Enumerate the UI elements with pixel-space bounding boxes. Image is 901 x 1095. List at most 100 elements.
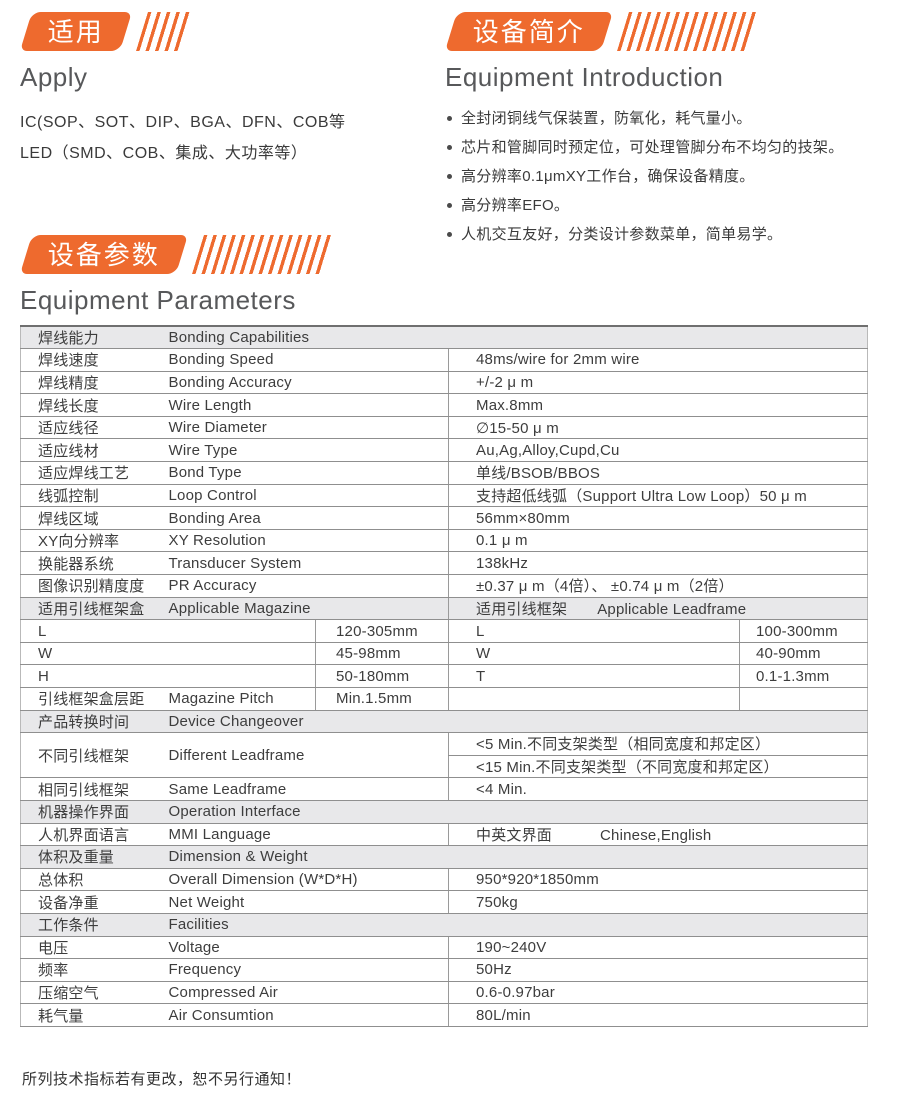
param-label-zh: 耗气量: [20, 1003, 168, 1027]
section-header-right: 适用引线框架 Applicable Leadframe: [447, 597, 868, 621]
param-label-zh: 人机界面语言: [20, 823, 168, 847]
dimension-value: 50-180mm: [315, 664, 449, 688]
footer-note: 所列技术指标若有更改，恕不另行通知！: [22, 1071, 302, 1088]
table-row: 产品转换时间 Device Changeover: [20, 710, 868, 734]
table-row: 电压 Voltage 190~240V: [20, 936, 868, 960]
param-value: <5 Min.不同支架类型（相同宽度和邦定区）: [447, 732, 868, 756]
table-row: 适应焊线工艺 Bond Type 单线/BSOB/BBOS: [20, 461, 868, 485]
table-row: 焊线能力 Bonding Capabilities: [20, 326, 868, 350]
diagonal-stripes-icon: [617, 12, 757, 51]
list-item: 全封闭铜线气保装置，防氧化，耗气量小。: [445, 109, 895, 129]
param-value: 750kg: [447, 890, 868, 914]
table-row: 机器操作界面 Operation Interface: [20, 800, 868, 824]
table-row: 焊线精度 Bonding Accuracy +/-2 μ m: [20, 371, 868, 395]
section-header-en: Applicable Magazine: [167, 597, 449, 621]
param-label-en: XY Resolution: [167, 529, 449, 553]
bullet-icon: [447, 116, 452, 121]
intro-badge-label: 设备简介: [472, 16, 585, 47]
param-value: 中英文界面 Chinese,English: [447, 823, 868, 847]
dimension-label: H: [20, 664, 316, 688]
param-label-en: Overall Dimension (W*D*H): [167, 868, 449, 892]
section-header-zh: 工作条件: [20, 913, 168, 937]
param-label-zh: 适应线材: [20, 438, 168, 463]
table-row: 不同引线框架 Different Leadframe <5 Min.不同支架类型（相…: [20, 732, 868, 779]
bullet-icon: [447, 203, 452, 208]
intro-section: 设备简介 Equipment Introduction 全封闭铜线气保装置，防氧…: [445, 12, 895, 254]
param-label-en: Net Weight: [167, 890, 449, 914]
param-value: <4 Min.: [447, 777, 868, 801]
param-label-en: PR Accuracy: [167, 574, 449, 598]
param-label-en: Bonding Speed: [167, 348, 449, 372]
param-label-en: Same Leadframe: [167, 777, 449, 801]
table-row: 适用引线框架盒 Applicable Magazine 适用引线框架 Applicab…: [20, 597, 868, 621]
param-label-en: Loop Control: [167, 484, 449, 508]
parameters-table: 焊线能力 Bonding Capabilities 焊线速度 Bonding Spee…: [20, 325, 869, 1027]
param-label-zh: 总体积: [20, 868, 168, 892]
table-row: 总体积 Overall Dimension (W*D*H) 950*920*1850…: [20, 868, 868, 892]
section-header-en: Operation Interface: [167, 800, 868, 824]
table-row: 压缩空气 Compressed Air 0.6-0.97bar: [20, 981, 868, 1005]
list-item: 人机交互友好，分类设计参数菜单，简单易学。: [445, 225, 895, 245]
bullet-icon: [447, 232, 452, 237]
table-row: 焊线速度 Bonding Speed 48ms/wire for 2mm wire: [20, 348, 868, 372]
section-header-zh: 体积及重量: [20, 845, 168, 869]
param-label-en: Different Leadframe: [167, 732, 449, 779]
param-label-zh: 电压: [20, 936, 168, 960]
param-value: Min.1.5mm: [315, 687, 449, 711]
intro-title: Equipment Introduction: [445, 62, 724, 92]
param-label-zh: 适应焊线工艺: [20, 461, 168, 485]
section-header-zh: 适用引线框架盒: [20, 597, 168, 621]
param-value: 80L/min: [447, 1003, 868, 1027]
param-value: 138kHz: [447, 551, 868, 576]
bullet-text: 全封闭铜线气保装置，防氧化，耗气量小。: [461, 110, 752, 127]
table-row: XY向分辨率 XY Resolution 0.1 μ m: [20, 529, 868, 553]
table-row: 换能器系统 Transducer System 138kHz: [20, 551, 868, 576]
section-header-en: Applicable Leadframe: [597, 600, 747, 618]
table-row: W 45-98mm W 40-90mm: [20, 642, 868, 666]
table-row: 图像识别精度度 PR Accuracy ±0.37 μ m（4倍）、 ±0.74 μ…: [20, 574, 868, 598]
apply-line: LED（SMD、COB、集成、大功率等）: [20, 145, 308, 162]
apply-line: IC(SOP、SOT、DIP、BGA、DFN、COB等: [20, 114, 346, 131]
params-badge-label: 设备参数: [47, 239, 160, 270]
table-row: 焊线长度 Wire Length Max.8mm: [20, 393, 868, 417]
param-label-zh: 图像识别精度度: [20, 574, 168, 598]
param-label-zh: 换能器系统: [20, 551, 168, 576]
section-header-en: Device Changeover: [167, 710, 868, 734]
apply-badge-shape: 适用: [20, 12, 132, 51]
param-label-zh: XY向分辨率: [20, 529, 168, 553]
apply-badge-label: 适用: [47, 16, 104, 47]
dimension-label: L: [448, 619, 740, 643]
dimension-label: W: [20, 642, 316, 666]
table-row: 相同引线框架 Same Leadframe <4 Min.: [20, 777, 868, 801]
param-label-zh: 适应线径: [20, 416, 168, 440]
section-header-zh: 产品转换时间: [20, 710, 168, 734]
table-row: 引线框架盒层距 Magazine Pitch Min.1.5mm: [20, 687, 868, 711]
section-header-en: Facilities: [167, 913, 868, 937]
parameters-table-body: 焊线能力 Bonding Capabilities 焊线速度 Bonding Spee…: [20, 326, 868, 1027]
param-value: 0.1 μ m: [447, 529, 868, 553]
bullet-text: 高分辨率EFO。: [461, 197, 570, 214]
param-label-en: Transducer System: [167, 551, 449, 576]
params-badge: 设备参数: [20, 235, 332, 274]
section-header-en: Dimension & Weight: [167, 845, 868, 869]
param-label-zh: 焊线速度: [20, 348, 168, 372]
bullet-icon: [447, 145, 452, 150]
param-label-zh: 引线框架盒层距: [20, 687, 168, 711]
apply-badge: 适用: [20, 12, 346, 51]
table-row: 适应线材 Wire Type Au,Ag,Alloy,Cupd,Cu: [20, 438, 868, 463]
table-row: <15 Min.不同支架类型（不同宽度和邦定区）: [21, 755, 868, 779]
dimension-value: 120-305mm: [315, 619, 449, 643]
param-label-zh: 线弧控制: [20, 484, 168, 508]
apply-section: 适用 Apply IC(SOP、SOT、DIP、BGA、DFN、COB等 LED…: [20, 12, 346, 169]
param-label-en: Bonding Area: [167, 506, 449, 530]
section-header-zh: 焊线能力: [20, 326, 168, 350]
param-label-en: Magazine Pitch: [167, 687, 316, 711]
intro-badge-shape: 设备简介: [445, 12, 613, 51]
table-row: L 120-305mm L 100-300mm: [20, 619, 868, 643]
param-value: +/-2 μ m: [447, 371, 868, 395]
param-value: 48ms/wire for 2mm wire: [447, 348, 868, 372]
dimension-label: W: [448, 642, 740, 666]
param-value: <15 Min.不同支架类型（不同宽度和邦定区）: [447, 755, 868, 779]
section-header-en: Bonding Capabilities: [167, 326, 868, 350]
param-value-en: Chinese,English: [600, 826, 712, 844]
